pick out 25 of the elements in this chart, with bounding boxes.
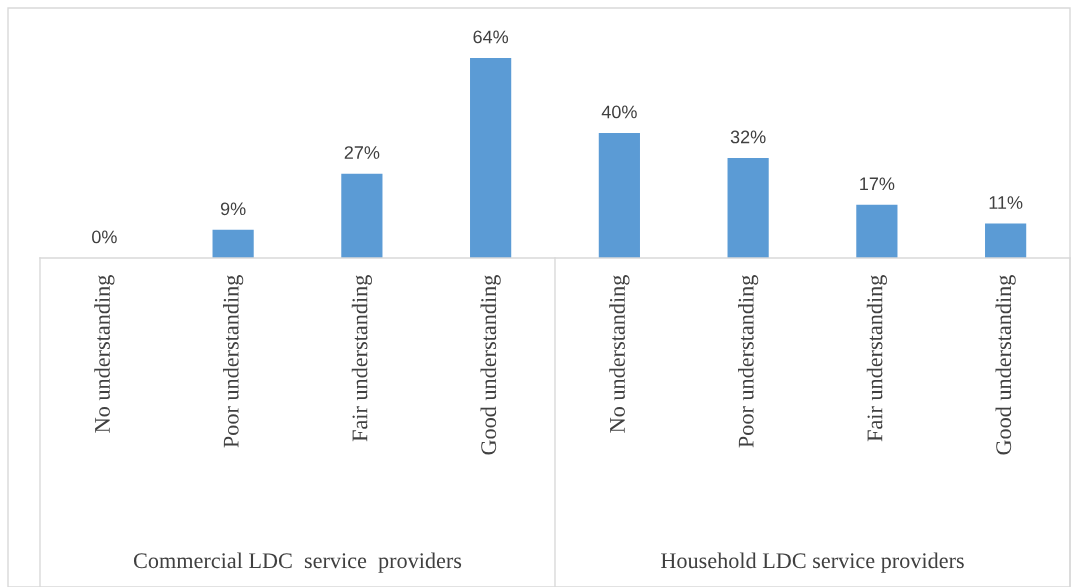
- bar: [341, 173, 383, 258]
- data-label: 32%: [730, 130, 766, 144]
- bar: [727, 158, 769, 258]
- data-label: 0%: [92, 230, 117, 244]
- bar: [212, 229, 254, 258]
- text: Household LDC service providers: [661, 552, 964, 573]
- bar: [470, 58, 512, 258]
- x-tick-label: Fair understanding: [351, 275, 372, 442]
- data-label: 11%: [989, 196, 1023, 209]
- bar: [598, 133, 640, 258]
- data-label: 17%: [860, 177, 895, 191]
- bar: [985, 223, 1027, 258]
- text: Commercial LDC service providers: [133, 552, 462, 573]
- data-label: 64%: [473, 30, 509, 44]
- data-label: 27%: [344, 146, 380, 159]
- x-tick-label: Fair understanding: [866, 275, 887, 442]
- x-tick-label: Poor understanding: [738, 275, 759, 448]
- data-label: 40%: [601, 105, 637, 119]
- x-tick-label: No understanding: [609, 275, 630, 433]
- x-tick-label: Good understanding: [480, 275, 501, 455]
- x-tick-label: No understanding: [94, 275, 115, 433]
- bar: [856, 204, 898, 258]
- data-label: 9%: [220, 202, 246, 216]
- x-tick-label: Poor understanding: [223, 275, 244, 448]
- x-tick-label: Good understanding: [995, 275, 1016, 455]
